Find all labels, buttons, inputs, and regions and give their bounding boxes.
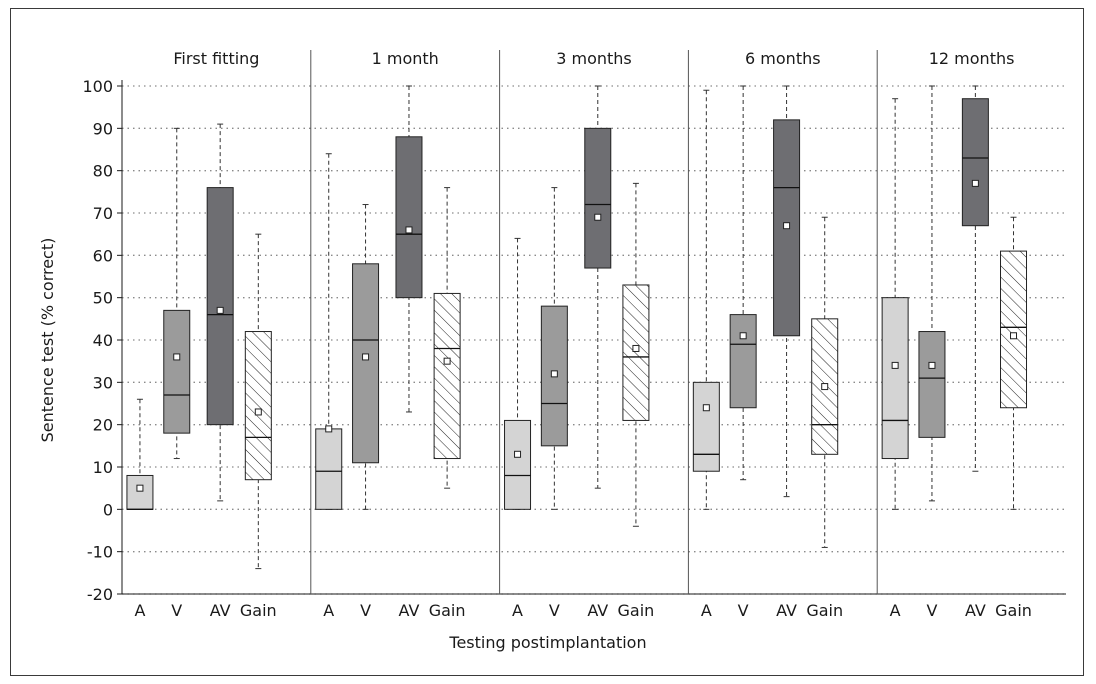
panel-title: First fitting	[173, 49, 259, 68]
mean-marker	[1010, 332, 1018, 340]
box-av	[395, 136, 423, 299]
box-av	[961, 98, 989, 227]
mean-marker	[405, 226, 413, 234]
box-av	[206, 187, 234, 426]
x-category-label: V	[360, 601, 371, 620]
x-category-label: Gain	[806, 601, 843, 620]
y-tick-label: 100	[82, 77, 113, 96]
box-a	[126, 474, 154, 510]
box-a	[692, 381, 720, 472]
mean-marker	[136, 484, 144, 492]
y-tick-label: -20	[87, 585, 113, 604]
chart-frame	[10, 8, 1084, 676]
panel-title: 6 months	[745, 49, 821, 68]
x-category-label: A	[323, 601, 334, 620]
box-a	[504, 419, 532, 510]
mean-marker	[216, 306, 224, 314]
box-gain	[622, 284, 650, 421]
y-tick-label: 90	[93, 119, 113, 138]
axis-layer: -20 -10 0 10 20 30 40 50 60 70 80 90 100 First fittin…	[82, 49, 1066, 620]
panel-title: 3 months	[556, 49, 632, 68]
box-v	[163, 309, 191, 434]
y-axis-title: Sentence test (% correct)	[38, 238, 57, 443]
x-category-label: V	[738, 601, 749, 620]
panel-title: 1 month	[372, 49, 439, 68]
mean-marker	[971, 179, 979, 187]
x-category-label: Gain	[429, 601, 466, 620]
box-gain	[1000, 250, 1028, 409]
x-category-label: AV	[776, 601, 797, 620]
mean-marker	[891, 361, 899, 369]
x-category-label: V	[926, 601, 937, 620]
mean-marker	[514, 450, 522, 458]
mean-marker	[739, 332, 747, 340]
mean-marker	[254, 408, 262, 416]
y-tick-label: 20	[93, 416, 113, 435]
box-layer	[126, 85, 1028, 570]
y-tick-label: 40	[93, 331, 113, 350]
box-a	[315, 428, 343, 510]
y-tick-label: 80	[93, 162, 113, 181]
x-category-label: AV	[210, 601, 231, 620]
box-gain	[433, 292, 461, 460]
box-av	[584, 127, 612, 269]
mean-marker	[702, 404, 710, 412]
grid-layer	[122, 85, 1066, 595]
x-category-label: A	[512, 601, 523, 620]
y-tick-label: 10	[93, 458, 113, 477]
box-a	[881, 297, 909, 460]
x-category-label: Gain	[618, 601, 655, 620]
y-tick-label: 0	[103, 500, 113, 519]
box-v	[729, 314, 757, 409]
x-category-label: V	[549, 601, 560, 620]
mean-marker	[783, 222, 791, 230]
x-category-label: A	[890, 601, 901, 620]
mean-marker	[362, 353, 370, 361]
box-v	[352, 263, 380, 464]
y-tick-label: 50	[93, 289, 113, 308]
y-tick-label: 70	[93, 204, 113, 223]
mean-marker	[550, 370, 558, 378]
box-gain	[244, 331, 272, 481]
y-tick-label: 60	[93, 246, 113, 265]
y-tick-label: -10	[87, 543, 113, 562]
x-category-label: AV	[587, 601, 608, 620]
box-v	[918, 331, 946, 438]
x-category-label: V	[171, 601, 182, 620]
mean-marker	[173, 353, 181, 361]
x-category-label: A	[701, 601, 712, 620]
mean-marker	[821, 383, 829, 391]
mean-marker	[594, 213, 602, 221]
mean-marker	[325, 425, 333, 433]
mean-marker	[928, 361, 936, 369]
x-category-label: Gain	[995, 601, 1032, 620]
x-category-label: Gain	[240, 601, 277, 620]
panel-title: 12 months	[929, 49, 1015, 68]
y-tick-label: 30	[93, 373, 113, 392]
x-category-label: AV	[965, 601, 986, 620]
x-axis-title: Testing postimplantation	[448, 633, 646, 652]
x-category-label: A	[134, 601, 145, 620]
mean-marker	[632, 344, 640, 352]
mean-marker	[443, 357, 451, 365]
x-category-label: AV	[399, 601, 420, 620]
